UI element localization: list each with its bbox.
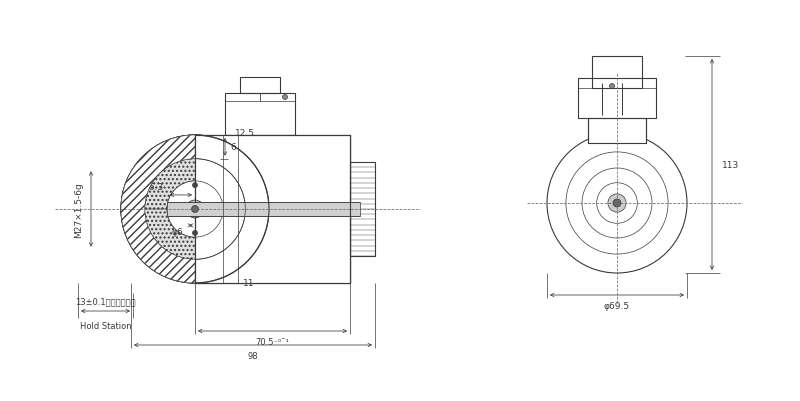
Bar bbox=[225, 94, 295, 136]
Bar bbox=[592, 57, 642, 89]
Text: 98: 98 bbox=[248, 351, 258, 360]
Text: 6: 6 bbox=[230, 143, 236, 152]
Circle shape bbox=[121, 136, 269, 283]
Text: M27×1.5-6g: M27×1.5-6g bbox=[74, 182, 83, 237]
Wedge shape bbox=[121, 136, 195, 283]
Text: 70.5⁻⁰ˉ¹: 70.5⁻⁰ˉ¹ bbox=[255, 337, 290, 346]
Bar bbox=[350, 162, 375, 256]
Bar bbox=[578, 79, 656, 119]
Wedge shape bbox=[121, 209, 269, 283]
Text: 13±0.1（吸合位置）: 13±0.1（吸合位置） bbox=[75, 296, 136, 305]
Circle shape bbox=[193, 231, 198, 236]
Bar bbox=[195, 136, 350, 283]
Text: φ69.5: φ69.5 bbox=[604, 301, 630, 310]
Text: 11: 11 bbox=[243, 279, 254, 288]
Wedge shape bbox=[145, 159, 246, 209]
Wedge shape bbox=[121, 136, 269, 209]
Bar bbox=[240, 78, 280, 94]
Circle shape bbox=[613, 200, 621, 207]
Circle shape bbox=[610, 84, 614, 89]
Bar bbox=[167, 203, 360, 217]
Circle shape bbox=[193, 183, 198, 188]
Text: Hold Station: Hold Station bbox=[80, 321, 131, 330]
Text: φ6: φ6 bbox=[171, 227, 183, 236]
Bar bbox=[588, 119, 646, 144]
Circle shape bbox=[191, 206, 198, 213]
Text: φ16.3: φ16.3 bbox=[138, 183, 164, 192]
Circle shape bbox=[608, 194, 626, 213]
Wedge shape bbox=[145, 209, 246, 260]
Text: 12.5: 12.5 bbox=[235, 129, 255, 138]
Circle shape bbox=[186, 200, 204, 218]
Text: 113: 113 bbox=[722, 160, 739, 170]
Bar bbox=[195, 136, 350, 283]
Circle shape bbox=[282, 95, 287, 100]
Bar bbox=[195, 136, 350, 283]
